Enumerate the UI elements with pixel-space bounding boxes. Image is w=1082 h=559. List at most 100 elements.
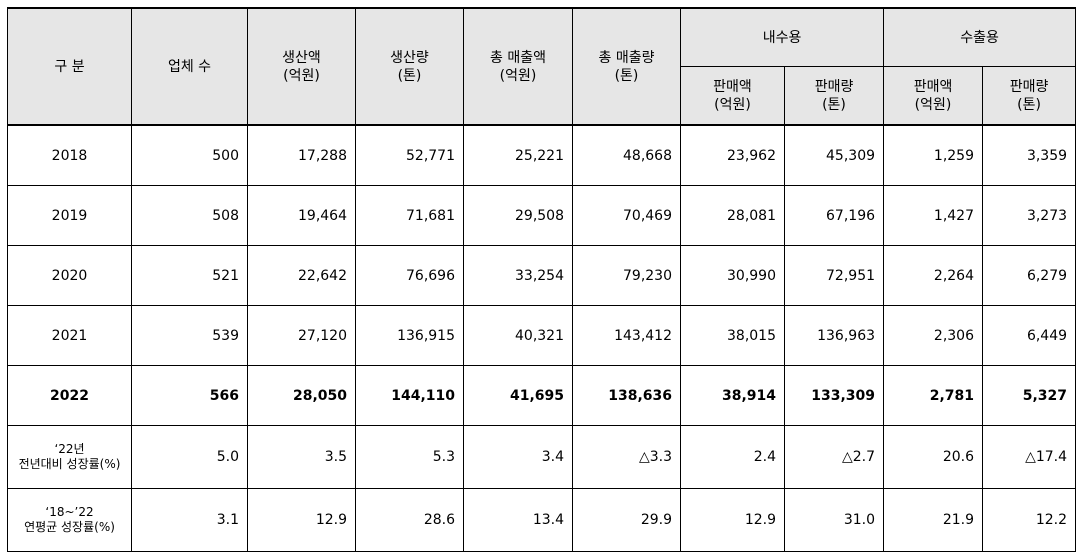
growth-cell-total-sales-volume: △3.3 <box>572 425 681 489</box>
cell-companies: 566 <box>131 365 248 426</box>
cell-production-value: 22,642 <box>247 245 356 306</box>
header-total-sales-volume-label: 총 매출량 <box>598 49 655 66</box>
growth-cell-export-sales-volume: △17.4 <box>982 425 1077 489</box>
cell-export-sales-volume: 6,449 <box>982 305 1077 366</box>
table-row: 2019 508 19,464 71,681 29,508 70,469 28,081 67,… <box>7 185 1077 246</box>
growth-cell-production-volume: 5.3 <box>355 425 464 489</box>
cell-production-value: 19,464 <box>247 185 356 246</box>
cell-export-sales-value: 1,427 <box>883 185 984 246</box>
cell-total-sales-value: 29,508 <box>463 185 573 246</box>
cell-total-sales-volume: 79,230 <box>572 245 681 306</box>
table-header: 구 분 업체 수 생산액 (억원) 생산량 (톤) 총 매출액 (억원) 총 매… <box>7 7 1077 126</box>
cell-export-sales-value: 2,264 <box>883 245 984 306</box>
header-total-sales-value-unit: (억원) <box>499 67 537 84</box>
header-domestic-sales-value-unit: (억원) <box>714 96 751 113</box>
table-row: 2018 500 17,288 52,771 25,221 48,668 23,962 45,… <box>7 124 1077 186</box>
cell-domestic-sales-value: 38,914 <box>680 365 785 426</box>
cell-total-sales-value: 41,695 <box>463 365 573 426</box>
header-export-sales-volume-label: 판매량 <box>1009 78 1049 95</box>
growth-cell-export-sales-value: 21.9 <box>883 488 984 552</box>
growth-cell-total-sales-value: 3.4 <box>463 425 573 489</box>
cell-domestic-sales-value: 23,962 <box>680 124 785 186</box>
cell-domestic-sales-value: 30,990 <box>680 245 785 306</box>
cell-export-sales-volume: 3,359 <box>982 124 1077 186</box>
cell-companies: 539 <box>131 305 248 366</box>
cell-export-sales-value: 2,781 <box>883 365 984 426</box>
header-total-sales-volume-unit: (톤) <box>614 67 639 84</box>
cell-companies: 521 <box>131 245 248 306</box>
cell-export-sales-volume: 5,327 <box>982 365 1077 426</box>
cell-production-volume: 71,681 <box>355 185 464 246</box>
cell-production-volume: 136,915 <box>355 305 464 366</box>
statistics-table: 구 분 업체 수 생산액 (억원) 생산량 (톤) 총 매출액 (억원) 총 매… <box>7 7 1077 552</box>
growth-label-metric: 연평균 성장률(%) <box>24 520 115 534</box>
growth-row: ‘18~’22 연평균 성장률(%) 3.1 12.9 28.6 13.4 29.9 12.9… <box>7 488 1077 552</box>
cell-total-sales-volume: 48,668 <box>572 124 681 186</box>
table-row: 2022 566 28,050 144,110 41,695 138,636 38,914 1… <box>7 365 1077 426</box>
header-total-sales-value-label: 총 매출액 <box>490 49 546 66</box>
cell-companies: 508 <box>131 185 248 246</box>
cell-domestic-sales-volume: 45,309 <box>783 124 885 186</box>
header-production-volume: 생산량 (톤) <box>355 7 464 126</box>
cell-domestic-sales-volume: 136,963 <box>783 305 885 366</box>
cell-total-sales-volume: 70,469 <box>572 185 681 246</box>
header-export-sales-value-label: 판매액 <box>913 78 953 95</box>
cell-total-sales-volume: 138,636 <box>572 365 681 426</box>
cell-domestic-sales-value: 28,081 <box>680 185 785 246</box>
growth-row-label: ‘18~’22 연평균 성장률(%) <box>7 488 132 552</box>
header-total-sales-volume: 총 매출량 (톤) <box>572 7 681 126</box>
header-export-sales-value: 판매액 (억원) <box>883 66 984 126</box>
cell-total-sales-value: 40,321 <box>463 305 573 366</box>
header-domestic-sales-value: 판매액 (억원) <box>680 66 785 126</box>
growth-cell-companies: 5.0 <box>131 425 248 489</box>
header-domestic: 내수용 <box>679 7 885 67</box>
cell-production-value: 28,050 <box>247 365 356 426</box>
growth-cell-companies: 3.1 <box>131 488 248 552</box>
cell-total-sales-value: 25,221 <box>463 124 573 186</box>
growth-cell-production-volume: 28.6 <box>355 488 464 552</box>
cell-domestic-sales-volume: 72,951 <box>783 245 885 306</box>
cell-export-sales-volume: 3,273 <box>982 185 1077 246</box>
growth-cell-total-sales-value: 13.4 <box>463 488 573 552</box>
cell-domestic-sales-volume: 133,309 <box>783 365 885 426</box>
header-domestic-sales-volume-label: 판매량 <box>814 78 854 95</box>
header-companies: 업체 수 <box>131 7 248 126</box>
cell-domestic-sales-value: 38,015 <box>680 305 785 366</box>
growth-cell-domestic-sales-volume: △2.7 <box>783 425 885 489</box>
header-domestic-sales-volume: 판매량 (톤) <box>783 66 885 126</box>
growth-cell-domestic-sales-value: 12.9 <box>680 488 785 552</box>
header-production-value-unit: (억원) <box>283 67 320 84</box>
growth-row: ‘22년 전년대비 성장률(%) 5.0 3.5 5.3 3.4 △3.3 2.4 △2.7 20… <box>7 425 1077 489</box>
cell-export-sales-value: 1,259 <box>883 124 984 186</box>
growth-label-period: ‘22년 <box>54 442 85 456</box>
row-year-label: 2021 <box>7 305 132 366</box>
cell-total-sales-value: 33,254 <box>463 245 573 306</box>
table-body: 2018 500 17,288 52,771 25,221 48,668 23,962 45,… <box>7 124 1077 552</box>
header-production-value-label: 생산액 <box>282 49 321 66</box>
growth-label-metric: 전년대비 성장률(%) <box>18 457 121 471</box>
header-domestic-sales-volume-unit: (톤) <box>822 96 846 113</box>
growth-cell-production-value: 3.5 <box>247 425 356 489</box>
header-category: 구 분 <box>7 7 132 126</box>
cell-domestic-sales-volume: 67,196 <box>783 185 885 246</box>
header-export-sales-volume: 판매량 (톤) <box>982 66 1077 126</box>
row-year-label: 2022 <box>7 365 132 426</box>
header-domestic-sales-value-label: 판매액 <box>713 78 752 95</box>
cell-export-sales-value: 2,306 <box>883 305 984 366</box>
cell-total-sales-volume: 143,412 <box>572 305 681 366</box>
growth-cell-domestic-sales-value: 2.4 <box>680 425 785 489</box>
table-row: 2020 521 22,642 76,696 33,254 79,230 30,990 72,… <box>7 245 1077 306</box>
cell-production-volume: 144,110 <box>355 365 464 426</box>
header-production-value: 생산액 (억원) <box>247 7 356 126</box>
growth-cell-domestic-sales-volume: 31.0 <box>783 488 885 552</box>
growth-row-label: ‘22년 전년대비 성장률(%) <box>7 425 132 489</box>
row-year-label: 2020 <box>7 245 132 306</box>
header-export: 수출용 <box>883 7 1077 67</box>
growth-cell-export-sales-volume: 12.2 <box>982 488 1077 552</box>
cell-production-volume: 76,696 <box>355 245 464 306</box>
cell-export-sales-volume: 6,279 <box>982 245 1077 306</box>
growth-cell-export-sales-value: 20.6 <box>883 425 984 489</box>
header-production-volume-label: 생산량 <box>390 49 429 66</box>
row-year-label: 2019 <box>7 185 132 246</box>
growth-cell-total-sales-volume: 29.9 <box>572 488 681 552</box>
